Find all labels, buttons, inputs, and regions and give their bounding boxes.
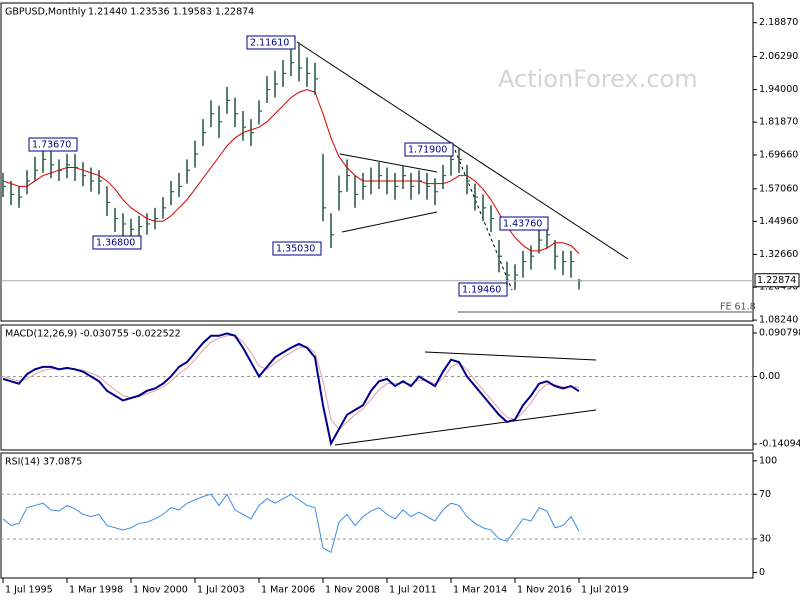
annotation-box xyxy=(458,282,508,297)
y-tick-label: 1.94000 xyxy=(759,84,798,95)
annotation-label: 1.36800 xyxy=(96,238,135,249)
y-tick-label: 100 xyxy=(759,455,777,466)
annotation-label: 1.71900 xyxy=(408,145,447,156)
panel-title: MACD(12,26,9) -0.030755 -0.022522 xyxy=(5,329,181,340)
indicator-line xyxy=(2,493,580,554)
annotation-box xyxy=(28,137,78,152)
x-tick-label: 1 Jul 2019 xyxy=(581,585,629,596)
annotation-label: 1.19460 xyxy=(462,285,501,296)
trendline xyxy=(334,409,597,446)
y-tick-label: 2.18870 xyxy=(759,17,798,28)
indicator-line xyxy=(2,334,580,430)
current-price-box xyxy=(754,273,800,288)
y-tick-label: 0.00 xyxy=(759,371,780,382)
indicator-line xyxy=(2,332,580,447)
panel-frame xyxy=(0,324,754,451)
y-tick-label: 2.06290 xyxy=(759,51,798,62)
y-tick-label: -0.14094 xyxy=(759,438,800,449)
y-tick-label: 1.44960 xyxy=(759,216,798,227)
trendline xyxy=(341,211,438,233)
y-tick-label: 70 xyxy=(759,489,771,500)
y-tick-label: 1.32660 xyxy=(759,249,798,260)
y-tick-label: 30 xyxy=(759,533,771,544)
watermark: ActionForex.com xyxy=(498,65,698,93)
annotation-box xyxy=(499,216,549,231)
annotation-label: 1.35030 xyxy=(276,244,315,255)
ohlc-text: 1.21440 1.23536 1.19583 1.22874 xyxy=(88,7,254,18)
trendline xyxy=(296,41,629,260)
x-tick-label: 1 Mar 1998 xyxy=(69,585,123,596)
panel-frame xyxy=(0,452,754,579)
x-tick-label: 1 Nov 2008 xyxy=(325,585,380,596)
trendline xyxy=(424,351,597,361)
annotation-box xyxy=(272,241,322,256)
moving-average xyxy=(2,89,580,254)
annotation-label: 1.73670 xyxy=(32,140,71,151)
current-price-label: 1.22874 xyxy=(757,275,796,286)
y-tick-label: 0.090798 xyxy=(759,327,800,338)
x-tick-label: 1 Mar 2014 xyxy=(453,585,507,596)
x-tick-label: 1 Mar 2006 xyxy=(261,585,315,596)
y-tick-label: 1.08240 xyxy=(759,315,798,326)
annotation-label: 1.43760 xyxy=(503,219,542,230)
annotation-box xyxy=(92,235,142,250)
panel-title: GBPUSD,Monthly xyxy=(5,7,86,18)
y-tick-label: 0 xyxy=(759,567,765,578)
annotation-box xyxy=(246,35,296,50)
x-tick-label: 1 Nov 2016 xyxy=(517,585,572,596)
annotation-box xyxy=(404,142,454,157)
panel-title: RSI(14) 37.0875 xyxy=(5,457,82,468)
y-tick-label: 1.81870 xyxy=(759,117,798,128)
panel-frame xyxy=(0,2,754,322)
y-tick-label: 1.69660 xyxy=(759,149,798,160)
x-tick-label: 1 Jul 2011 xyxy=(389,585,437,596)
trendlines xyxy=(296,41,752,446)
trendline xyxy=(339,153,438,173)
x-tick-label: 1 Nov 2000 xyxy=(133,585,188,596)
x-tick-label: 1 Jul 2003 xyxy=(197,585,245,596)
trendline xyxy=(454,149,513,291)
y-tick-label: 1.57060 xyxy=(759,183,798,194)
annotation-label: 2.11610 xyxy=(250,38,289,49)
x-tick-label: 1 Jul 1995 xyxy=(5,585,53,596)
annotation-label: FE 61.8 xyxy=(720,302,756,313)
